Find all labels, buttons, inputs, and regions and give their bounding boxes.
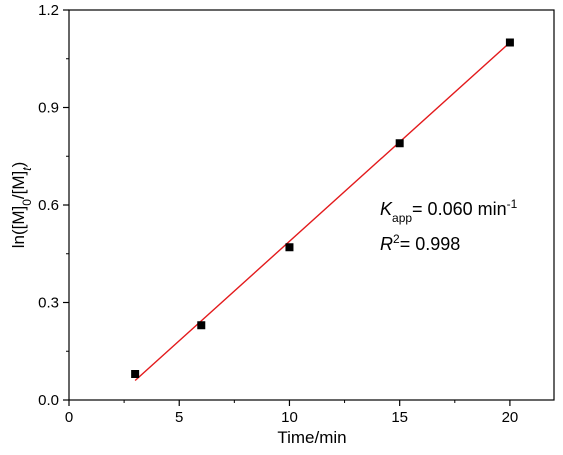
y-title-prefix: ln([M] <box>9 206 28 249</box>
y-title-suffix: ) <box>9 162 28 168</box>
x-tick-label: 20 <box>502 409 519 426</box>
x-tick-label: 0 <box>65 409 73 426</box>
x-tick-label: 15 <box>391 409 408 426</box>
x-axis: 0 5 10 15 20 <box>65 400 518 426</box>
data-point <box>197 321 206 330</box>
y-tick-label: 0.0 <box>38 392 59 409</box>
y-axis: 0.0 0.3 0.6 0.9 1.2 <box>38 2 69 409</box>
y-tick-label: 1.2 <box>38 2 59 19</box>
y-tick-label: 0.3 <box>38 295 59 312</box>
y-title-mid: /[M] <box>9 171 28 199</box>
r2-superscript: 2 <box>393 232 400 246</box>
kapp-value: = 0.060 min <box>412 199 507 219</box>
data-point <box>505 38 514 47</box>
y-tick-label: 0.9 <box>38 100 59 117</box>
y-title-sub-t: t <box>20 167 34 171</box>
x-tick-label: 10 <box>281 409 298 426</box>
kapp-subscript: app <box>392 211 412 225</box>
r2-value: = 0.998 <box>400 234 461 254</box>
data-points <box>131 38 514 378</box>
data-point <box>285 243 294 252</box>
r2-symbol: R <box>380 234 393 254</box>
kapp-superscript: -1 <box>507 197 518 211</box>
y-axis-title: ln([M]0/[M]t) <box>9 162 34 249</box>
r2-annotation: R2= 0.998 <box>380 232 460 254</box>
kapp-annotation: Kapp= 0.060 min-1 <box>380 197 518 225</box>
x-tick-label: 5 <box>175 409 183 426</box>
kapp-symbol: K <box>380 199 393 219</box>
x-axis-title: Time/min <box>277 428 346 447</box>
y-tick-label: 0.6 <box>38 197 59 214</box>
data-point <box>131 370 140 378</box>
data-point <box>395 139 404 148</box>
y-title-sub-0: 0 <box>20 199 34 206</box>
